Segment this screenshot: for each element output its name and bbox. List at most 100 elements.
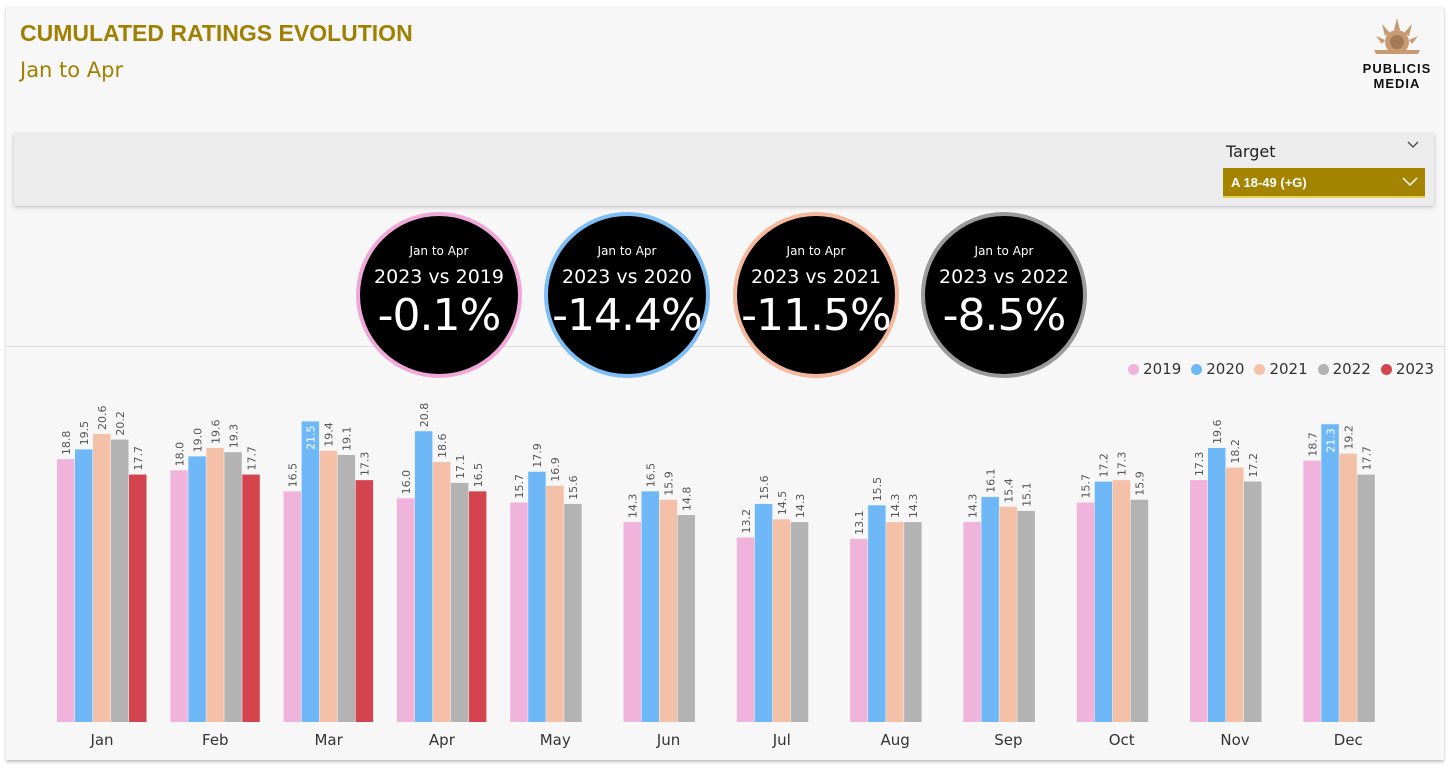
x-tick-label-Dec: Dec: [1334, 731, 1363, 749]
bar-Oct-2019[interactable]: [1076, 502, 1095, 722]
data-label-Jun-2019: 14.3: [627, 494, 640, 519]
bar-Feb-2023[interactable]: [242, 474, 260, 722]
bar-Jul-2021[interactable]: [772, 519, 791, 722]
bar-Aug-2021[interactable]: [886, 522, 904, 722]
bar-Oct-2021[interactable]: [1112, 480, 1131, 722]
data-label-Mar-2019: 16.5: [287, 463, 300, 488]
data-label-May-2020: 17.9: [531, 443, 544, 468]
bar-Sep-2020[interactable]: [981, 496, 999, 722]
bar-Dec-2021[interactable]: [1339, 453, 1357, 722]
kpi-card-2019: Jan to Apr 2023 vs 2019 -0.1%: [356, 212, 522, 378]
bar-Feb-2019[interactable]: [170, 470, 188, 722]
data-label-Oct-2022: 15.9: [1134, 471, 1147, 496]
sun-lion-icon: [1374, 18, 1420, 54]
bar-Oct-2022[interactable]: [1130, 499, 1149, 722]
kpi-comparison: 2023 vs 2019: [374, 266, 504, 288]
bar-Mar-2023[interactable]: [355, 480, 374, 722]
legend-label: 2022: [1332, 360, 1371, 378]
kpi-card-2022: Jan to Apr 2023 vs 2022 -8.5%: [921, 212, 1087, 378]
data-label-Oct-2019: 15.7: [1080, 474, 1093, 499]
bar-Apr-2021[interactable]: [432, 461, 451, 722]
bar-Sep-2022[interactable]: [1017, 510, 1035, 722]
legend-item-2023[interactable]: 2023: [1380, 360, 1434, 378]
bar-Apr-2023[interactable]: [468, 491, 487, 722]
bar-Nov-2020[interactable]: [1208, 447, 1226, 722]
x-tick-label-Sep: Sep: [994, 731, 1022, 749]
bar-Mar-2021[interactable]: [319, 450, 338, 722]
bar-Jul-2020[interactable]: [754, 503, 773, 722]
bar-Jun-2021[interactable]: [659, 499, 678, 722]
data-label-Oct-2020: 17.2: [1098, 453, 1111, 478]
bar-Nov-2021[interactable]: [1226, 467, 1244, 722]
kpi-comparison: 2023 vs 2022: [939, 266, 1069, 288]
bar-Jul-2019[interactable]: [736, 537, 755, 722]
bar-Jan-2019[interactable]: [57, 459, 75, 722]
bar-May-2021[interactable]: [546, 485, 564, 722]
data-label-Sep-2022: 15.1: [1020, 482, 1033, 507]
chart-legend: 2019 2020 2021 2022 2023: [1128, 360, 1434, 378]
legend-swatch: [1128, 363, 1140, 375]
legend-item-2021[interactable]: 2021: [1254, 360, 1308, 378]
report-page: CUMULATED RATINGS EVOLUTION Jan to Apr P…: [6, 6, 1444, 760]
bar-May-2020[interactable]: [528, 471, 546, 722]
kpi-period: Jan to Apr: [597, 244, 657, 258]
bar-Sep-2019[interactable]: [963, 522, 981, 722]
data-label-May-2021: 16.9: [549, 457, 562, 482]
bar-Jul-2022[interactable]: [790, 522, 809, 722]
bar-May-2019[interactable]: [510, 502, 528, 722]
kpi-comparison: 2023 vs 2020: [562, 266, 692, 288]
bar-Aug-2020[interactable]: [868, 505, 886, 722]
bar-Jan-2021[interactable]: [93, 434, 111, 722]
data-label-Nov-2020: 19.6: [1211, 419, 1224, 444]
bar-Apr-2019[interactable]: [396, 498, 415, 722]
bar-Feb-2020[interactable]: [188, 456, 206, 722]
legend-item-2022[interactable]: 2022: [1317, 360, 1371, 378]
data-label-Jan-2023: 17.7: [132, 446, 145, 471]
data-label-May-2019: 15.7: [513, 474, 526, 499]
bar-Dec-2019[interactable]: [1303, 460, 1321, 722]
x-tick-label-Jul: Jul: [772, 731, 791, 749]
bar-Mar-2019[interactable]: [283, 491, 302, 722]
bar-Apr-2022[interactable]: [450, 482, 469, 722]
kpi-period: Jan to Apr: [786, 244, 846, 258]
bar-Jun-2020[interactable]: [641, 491, 660, 722]
bar-Oct-2020[interactable]: [1094, 481, 1113, 722]
bar-Apr-2020[interactable]: [414, 431, 433, 722]
chevron-down-icon[interactable]: [1406, 138, 1420, 152]
bar-Feb-2021[interactable]: [206, 447, 224, 722]
bar-May-2022[interactable]: [564, 503, 582, 722]
kpi-card-2021: Jan to Apr 2023 vs 2021 -11.5%: [733, 212, 899, 378]
bar-Nov-2022[interactable]: [1244, 481, 1262, 722]
data-label-Jan-2020: 19.5: [78, 421, 91, 446]
bar-Feb-2022[interactable]: [224, 452, 242, 722]
data-label-Apr-2019: 16.0: [400, 470, 413, 495]
data-label-Oct-2021: 17.3: [1116, 452, 1129, 477]
legend-item-2019[interactable]: 2019: [1128, 360, 1181, 378]
bar-Dec-2020[interactable]: [1321, 424, 1339, 722]
x-tick-label-Mar: Mar: [314, 731, 343, 749]
legend-swatch: [1317, 363, 1329, 375]
bar-Sep-2021[interactable]: [999, 506, 1017, 722]
bar-Mar-2020[interactable]: [301, 421, 320, 722]
legend-item-2020[interactable]: 2020: [1191, 360, 1244, 378]
bar-Nov-2019[interactable]: [1190, 480, 1208, 722]
data-label-Mar-2021: 19.4: [323, 422, 336, 447]
bar-Jan-2023[interactable]: [129, 474, 147, 722]
target-dropdown[interactable]: A 18-49 (+G): [1223, 168, 1425, 198]
bar-Aug-2022[interactable]: [904, 522, 922, 722]
bar-Mar-2022[interactable]: [337, 454, 356, 722]
bar-Jan-2020[interactable]: [75, 449, 93, 722]
data-label-Aug-2019: 13.1: [853, 510, 866, 535]
data-label-Nov-2022: 17.2: [1247, 453, 1260, 478]
bar-Aug-2019[interactable]: [850, 538, 868, 722]
bar-Jan-2022[interactable]: [111, 439, 129, 722]
bar-Jun-2022[interactable]: [677, 515, 696, 722]
legend-label: 2020: [1206, 360, 1245, 378]
x-tick-label-Aug: Aug: [880, 731, 909, 749]
bar-Dec-2022[interactable]: [1357, 474, 1375, 722]
data-label-Jul-2021: 14.5: [776, 491, 789, 516]
data-label-Aug-2022: 14.3: [907, 494, 920, 519]
bar-Jun-2019[interactable]: [623, 522, 642, 722]
data-label-Jan-2019: 18.8: [60, 431, 73, 456]
kpi-card-2020: Jan to Apr 2023 vs 2020 -14.4%: [544, 212, 710, 378]
